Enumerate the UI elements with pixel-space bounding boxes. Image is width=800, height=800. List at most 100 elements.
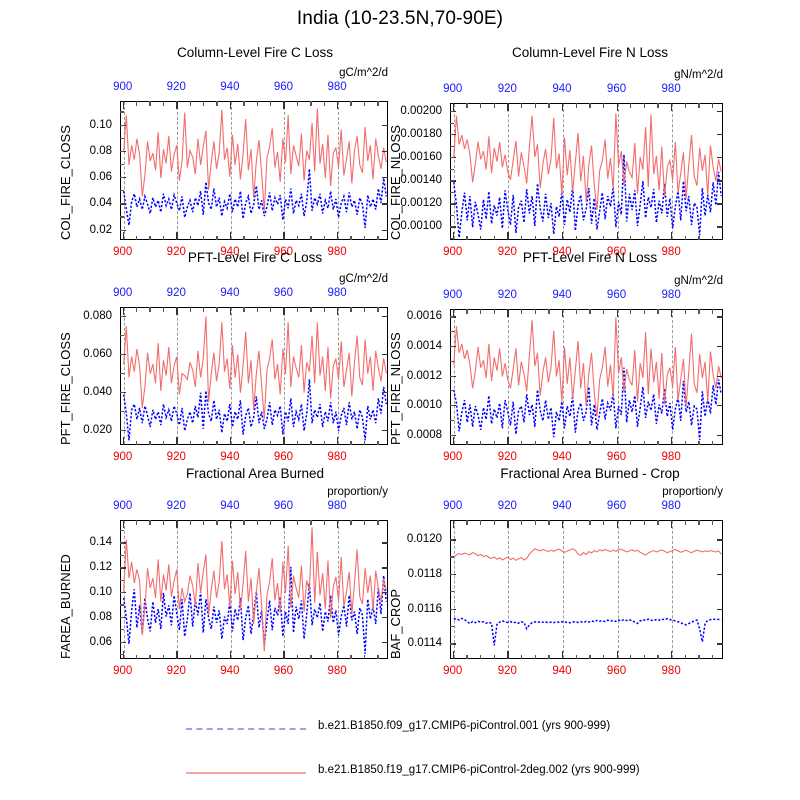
gridline bbox=[177, 102, 179, 239]
x-tick-bottom bbox=[589, 235, 591, 240]
x-tick-label-bottom: 920 bbox=[166, 246, 186, 258]
x-tick-top bbox=[575, 520, 577, 525]
x-tick-bottom bbox=[575, 235, 577, 240]
x-tick-bottom bbox=[602, 235, 605, 240]
y-tick-minor bbox=[450, 360, 454, 362]
x-tick-top bbox=[256, 520, 258, 525]
x-tick-label-top: 980 bbox=[661, 289, 681, 301]
x-tick-label-bottom: 980 bbox=[661, 246, 681, 258]
x-tick-bottom bbox=[671, 651, 673, 659]
y-tick-right bbox=[382, 641, 388, 644]
x-tick-top bbox=[283, 520, 285, 528]
x-tick-bottom bbox=[561, 232, 564, 240]
x-tick-bottom bbox=[283, 232, 285, 240]
legend-line-sample bbox=[186, 728, 306, 730]
x-tick-bottom bbox=[283, 437, 285, 445]
x-tick-bottom bbox=[520, 440, 523, 445]
y-tick-minor bbox=[450, 226, 454, 228]
y-tick-minor bbox=[120, 216, 124, 218]
x-tick-top bbox=[377, 101, 379, 106]
x-tick-bottom bbox=[256, 654, 258, 659]
x-tick-top bbox=[203, 520, 205, 525]
y-tick-minor bbox=[450, 316, 454, 318]
x-tick-bottom bbox=[712, 654, 714, 659]
y-tick-minor bbox=[450, 539, 454, 541]
x-tick-top bbox=[203, 307, 205, 312]
y-tick-label: 0.0116 bbox=[407, 602, 442, 615]
x-tick-bottom bbox=[602, 440, 605, 445]
x-tick-bottom bbox=[243, 235, 245, 240]
series-line-piControl-2deg-002 bbox=[123, 108, 387, 211]
x-tick-top bbox=[534, 103, 536, 108]
x-tick-bottom bbox=[452, 651, 455, 659]
x-tick-bottom bbox=[561, 437, 564, 445]
x-tick-bottom bbox=[520, 235, 523, 240]
x-tick-label-top: 960 bbox=[606, 289, 627, 301]
y-tick-label: 0.0120 bbox=[406, 533, 442, 546]
x-tick-top bbox=[149, 520, 151, 525]
x-tick-top bbox=[480, 520, 482, 525]
y-tick-label: 0.080 bbox=[83, 309, 112, 322]
y-tick-label: 0.0012 bbox=[406, 369, 442, 382]
x-tick-top bbox=[602, 103, 605, 108]
x-tick-top bbox=[377, 520, 379, 525]
x-tick-top bbox=[270, 101, 272, 106]
x-tick-bottom bbox=[149, 235, 151, 240]
x-tick-top bbox=[493, 309, 495, 314]
y-tick-label: 0.06 bbox=[89, 635, 112, 648]
x-tick-top bbox=[643, 309, 646, 314]
x-tick-label-top: 900 bbox=[113, 287, 133, 299]
x-tick-bottom bbox=[507, 232, 509, 240]
x-tick-bottom bbox=[229, 651, 232, 659]
y-tick-label: 0.14 bbox=[89, 536, 112, 549]
series-layer bbox=[122, 527, 387, 654]
x-tick-top bbox=[671, 309, 673, 317]
gridline bbox=[284, 308, 286, 444]
y-tick-label: 0.020 bbox=[83, 423, 112, 436]
x-tick-bottom bbox=[657, 235, 659, 240]
x-tick-top bbox=[243, 101, 245, 106]
x-tick-label-bottom: 960 bbox=[273, 451, 294, 463]
x-tick-label-bottom: 940 bbox=[552, 665, 572, 677]
x-tick-bottom bbox=[323, 654, 325, 659]
x-tick-bottom bbox=[337, 232, 339, 240]
gridline bbox=[672, 104, 674, 239]
y-tick-label: 0.00120 bbox=[400, 197, 442, 210]
series-line-piControl-2deg-002 bbox=[123, 316, 387, 420]
x-tick-top bbox=[216, 307, 218, 312]
plot-frame bbox=[120, 101, 388, 240]
plot-frame bbox=[120, 307, 388, 445]
x-tick-bottom bbox=[493, 235, 495, 240]
x-tick-top bbox=[684, 520, 687, 525]
y-tick-minor bbox=[450, 145, 454, 147]
x-tick-top bbox=[176, 520, 178, 528]
x-tick-bottom bbox=[630, 235, 632, 240]
y-tick-minor bbox=[120, 604, 124, 606]
x-tick-top bbox=[323, 307, 325, 312]
x-tick-label-top: 900 bbox=[113, 500, 133, 512]
x-tick-label-bottom: 900 bbox=[113, 246, 133, 258]
x-tick-top bbox=[323, 101, 325, 106]
x-tick-bottom bbox=[162, 654, 165, 659]
y-tick-minor bbox=[120, 567, 124, 569]
series-line-piControl-001 bbox=[453, 617, 722, 646]
y-tick-minor bbox=[450, 237, 454, 239]
y-tick-minor bbox=[120, 203, 124, 205]
x-tick-bottom bbox=[643, 235, 646, 240]
y-tick-minor bbox=[120, 410, 124, 412]
x-tick-top bbox=[616, 520, 618, 528]
x-tick-bottom bbox=[466, 235, 468, 240]
x-tick-top bbox=[337, 520, 339, 528]
y-tick-minor bbox=[450, 390, 454, 392]
units-label: proportion/y bbox=[327, 486, 388, 498]
x-tick-label-top: 960 bbox=[273, 287, 294, 299]
x-tick-top bbox=[243, 307, 245, 312]
units-label: gN/m^2/d bbox=[674, 275, 723, 287]
x-tick-top bbox=[712, 103, 714, 108]
y-tick-label: 0.04 bbox=[89, 197, 112, 210]
x-tick-top bbox=[122, 307, 124, 315]
